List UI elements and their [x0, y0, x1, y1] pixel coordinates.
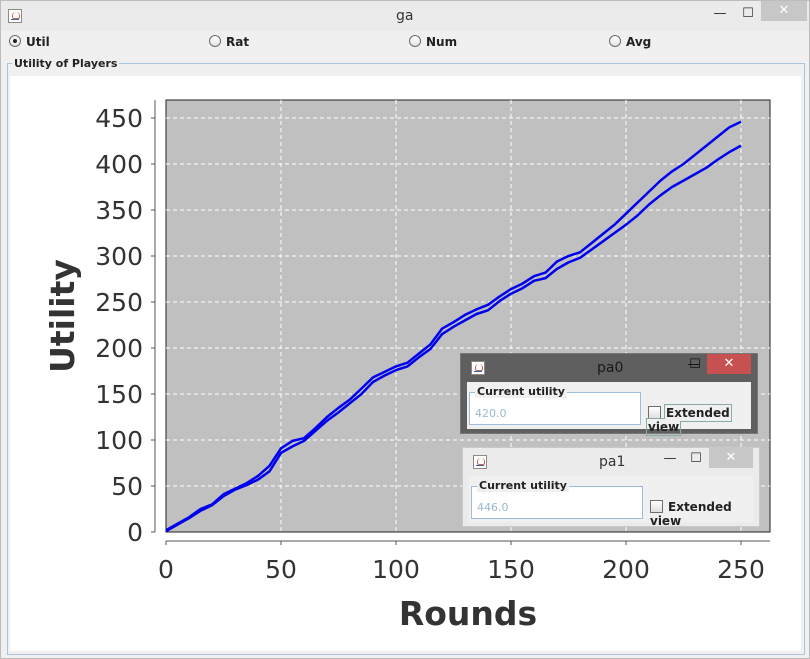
series-line-1: [165, 144, 742, 533]
radio-avg[interactable]: Avg: [609, 35, 651, 49]
radio-indicator[interactable]: [409, 35, 421, 47]
y-tick-label: 250: [95, 288, 143, 317]
subwindow-pa0-titlebar[interactable]: pa0 — ☐ ✕: [461, 354, 757, 382]
pa0-minimize-button[interactable]: —: [687, 357, 701, 372]
y-tick-label: 400: [95, 150, 143, 179]
extended-view-label: Extended view: [650, 500, 732, 528]
close-button[interactable]: ✕: [761, 1, 807, 21]
pa1-close-button[interactable]: ✕: [709, 448, 753, 468]
checkbox-box[interactable]: [648, 406, 661, 419]
series-line-0: [165, 120, 742, 532]
subwindow-pa1-content: Current utility 446.0 Extended view: [469, 476, 753, 528]
java-app-icon: [8, 9, 22, 23]
utility-panel-title: Utility of Players: [12, 57, 120, 70]
y-tick-label: 50: [111, 472, 143, 501]
x-tick-label: 250: [717, 555, 765, 584]
subwindow-pa0[interactable]: pa0 — ☐ ✕ Current utility 420.0 Extended…: [460, 353, 758, 436]
x-tick-label: 0: [158, 555, 174, 584]
radio-selected-indicator[interactable]: [9, 35, 21, 47]
extended-view-checkbox-pa1[interactable]: Extended view: [650, 500, 753, 528]
extended-view-checkbox-pa0[interactable]: Extended view: [646, 404, 751, 436]
view-mode-radio-group: Util Rat Num Avg: [1, 35, 809, 55]
current-utility-label: Current utility: [477, 479, 569, 492]
x-tick-label: 100: [372, 555, 420, 584]
y-tick-label: 100: [95, 426, 143, 455]
x-tick-label: 150: [487, 555, 535, 584]
current-utility-value: 446.0: [477, 501, 509, 514]
maximize-button[interactable]: ☐: [742, 6, 754, 21]
current-utility-field-pa0[interactable]: Current utility 420.0: [469, 385, 641, 425]
pa1-maximize-button[interactable]: ☐: [690, 451, 702, 466]
x-tick-label: 200: [602, 555, 650, 584]
radio-num[interactable]: Num: [409, 35, 457, 49]
subwindow-pa1-title: pa1: [599, 454, 626, 470]
y-tick-label: 150: [95, 380, 143, 409]
extended-view-label: Extended view: [646, 404, 732, 436]
x-tick-label: 50: [265, 555, 297, 584]
y-tick-label: 300: [95, 242, 143, 271]
current-utility-label: Current utility: [475, 385, 567, 398]
pa1-minimize-button[interactable]: —: [663, 451, 677, 466]
utility-panel-border: [7, 63, 805, 655]
x-axis-title: Rounds: [399, 594, 537, 633]
radio-rat-label: Rat: [226, 35, 250, 49]
java-app-icon: [473, 455, 487, 469]
radio-rat[interactable]: Rat: [209, 35, 249, 49]
y-tick-label: 0: [127, 518, 143, 547]
current-utility-field-pa1[interactable]: Current utility 446.0: [471, 479, 643, 519]
y-tick-label: 200: [95, 334, 143, 363]
subwindow-pa1[interactable]: pa1 — ☐ ✕ Current utility 446.0 Extended…: [462, 447, 760, 528]
checkbox-box[interactable]: [650, 500, 663, 513]
y-tick-label: 450: [95, 104, 143, 133]
radio-num-label: Num: [426, 35, 458, 49]
pa0-maximize-button[interactable]: ☐: [689, 357, 701, 372]
java-app-icon: [471, 361, 485, 375]
subwindow-pa0-content: Current utility 420.0 Extended view: [467, 382, 751, 436]
radio-indicator[interactable]: [209, 35, 221, 47]
y-tick-label: 350: [95, 196, 143, 225]
window-title: ga: [396, 8, 414, 24]
current-utility-value: 420.0: [475, 407, 507, 420]
radio-util-label: Util: [26, 35, 50, 49]
subwindow-pa0-title: pa0: [597, 360, 624, 376]
radio-indicator[interactable]: [609, 35, 621, 47]
pa0-close-button[interactable]: ✕: [707, 354, 751, 374]
title-bar[interactable]: ga — ☐ ✕: [1, 1, 809, 31]
radio-util[interactable]: Util: [9, 35, 50, 49]
y-axis-title: Utility: [43, 259, 82, 373]
minimize-button[interactable]: —: [713, 6, 727, 21]
radio-avg-label: Avg: [626, 35, 652, 49]
subwindow-pa1-titlebar[interactable]: pa1 — ☐ ✕: [463, 448, 759, 476]
